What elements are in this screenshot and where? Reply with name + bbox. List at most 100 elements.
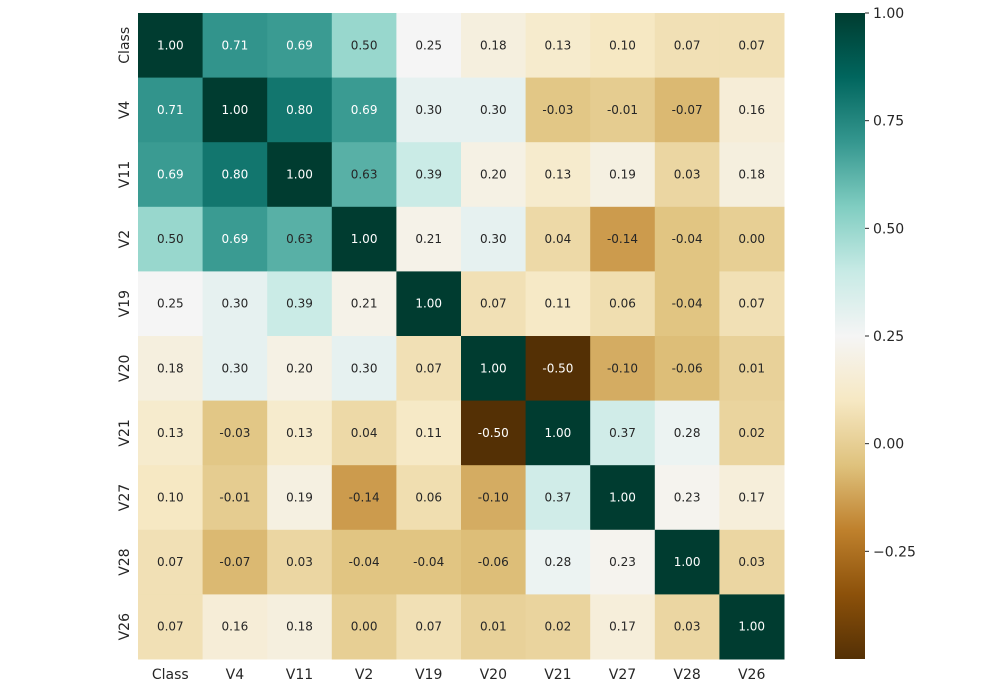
cell-V28-V20: [461, 529, 527, 595]
cell-V20-V27: [590, 336, 656, 402]
cell-V19-V19: [396, 271, 462, 337]
colorbar-tick-label: 0.50: [873, 221, 904, 237]
x-tick-label-V11: V11: [286, 667, 313, 683]
cell-value-V19-V28: -0.04: [672, 297, 703, 311]
cell-value-Class-V4: 0.71: [222, 38, 249, 52]
cell-value-V19-V4: 0.30: [222, 297, 249, 311]
cell-Class-V27: [590, 13, 656, 79]
cell-V26-V11: [267, 594, 333, 660]
cell-V27-V2: [331, 465, 397, 531]
cell-value-V11-V4: 0.80: [222, 168, 249, 182]
cell-value-V20-V2: 0.30: [351, 361, 378, 375]
cell-V19-V21: [525, 271, 591, 337]
cell-V2-V19: [396, 206, 462, 272]
x-tick-label-V2: V2: [355, 667, 373, 683]
cell-value-V11-V28: 0.03: [674, 168, 701, 182]
cell-value-V21-V21: 1.00: [545, 426, 572, 440]
cell-value-V21-Class: 0.13: [157, 426, 184, 440]
cell-value-V20-V27: -0.10: [607, 361, 638, 375]
cell-V28-V26: [719, 529, 785, 595]
cell-V4-V21: [525, 77, 591, 143]
cell-V11-V20: [461, 142, 527, 208]
cell-value-V28-V21: 0.28: [545, 555, 572, 569]
cell-value-V20-V20: 1.00: [480, 361, 507, 375]
cell-value-Class-V19: 0.25: [415, 38, 442, 52]
cell-V28-V4: [202, 529, 268, 595]
cell-V26-V26: [719, 594, 785, 660]
cell-V4-Class: [138, 77, 204, 143]
cell-value-V2-V2: 1.00: [351, 232, 378, 246]
cell-V20-V26: [719, 336, 785, 402]
cell-value-V21-V4: -0.03: [219, 426, 250, 440]
cell-V11-V21: [525, 142, 591, 208]
cell-V26-V19: [396, 594, 462, 660]
cell-value-V11-V26: 0.18: [738, 168, 765, 182]
cell-value-V28-V28: 1.00: [674, 555, 701, 569]
cell-value-V2-V27: -0.14: [607, 232, 638, 246]
cell-V11-V28: [654, 142, 720, 208]
cell-value-V20-Class: 0.18: [157, 361, 184, 375]
cell-V21-V28: [654, 400, 720, 466]
cell-V28-V19: [396, 529, 462, 595]
cell-V19-V4: [202, 271, 268, 337]
y-tick-label-V21: V21: [117, 419, 133, 446]
cell-value-V21-V11: 0.13: [286, 426, 313, 440]
cell-V11-V4: [202, 142, 268, 208]
cell-value-V28-V20: -0.06: [478, 555, 509, 569]
cell-value-V20-V21: -0.50: [542, 361, 573, 375]
cell-V27-V19: [396, 465, 462, 531]
x-tick-label-V27: V27: [609, 667, 636, 683]
cell-value-V19-V21: 0.11: [545, 297, 572, 311]
cell-V27-V20: [461, 465, 527, 531]
cell-value-V4-Class: 0.71: [157, 103, 184, 117]
cell-value-V26-V19: 0.07: [415, 620, 442, 634]
cell-value-Class-V27: 0.10: [609, 38, 636, 52]
cell-value-V26-V2: 0.00: [351, 620, 378, 634]
y-tick-label-V2: V2: [117, 230, 133, 248]
cell-value-Class-V11: 0.69: [286, 38, 313, 52]
cell-Class-Class: [138, 13, 204, 79]
cell-value-V21-V28: 0.28: [674, 426, 701, 440]
cell-V11-V11: [267, 142, 333, 208]
cell-V26-V27: [590, 594, 656, 660]
cell-value-V19-V26: 0.07: [738, 297, 765, 311]
cell-V2-V11: [267, 206, 333, 272]
cell-V28-V28: [654, 529, 720, 595]
colorbar-tick-label: −0.25: [873, 544, 916, 560]
colorbar-tick-label: 0.25: [873, 329, 904, 345]
cell-V2-V28: [654, 206, 720, 272]
cell-V4-V20: [461, 77, 527, 143]
cell-value-V26-V27: 0.17: [609, 620, 636, 634]
cell-value-V2-V28: -0.04: [672, 232, 703, 246]
cell-value-V20-V28: -0.06: [672, 361, 703, 375]
cell-value-V4-V19: 0.30: [415, 103, 442, 117]
cell-V19-Class: [138, 271, 204, 337]
cell-value-V26-V4: 0.16: [222, 620, 249, 634]
cell-V19-V2: [331, 271, 397, 337]
cell-value-V11-V11: 1.00: [286, 168, 313, 182]
cell-value-V2-V26: 0.00: [738, 232, 765, 246]
cell-V27-V27: [590, 465, 656, 531]
cell-V21-Class: [138, 400, 204, 466]
y-tick-label-Class: Class: [117, 27, 133, 64]
cell-value-V26-V11: 0.18: [286, 620, 313, 634]
cell-value-V27-V28: 0.23: [674, 491, 701, 505]
cell-V11-V27: [590, 142, 656, 208]
colorbar-tick-label: 1.00: [873, 6, 904, 22]
cell-V11-Class: [138, 142, 204, 208]
cell-V21-V4: [202, 400, 268, 466]
cell-V21-V19: [396, 400, 462, 466]
y-tick-labels: Class V4 V11 V2 V19 V20 V21 V27 V28 V26: [117, 27, 133, 641]
cell-value-V27-V11: 0.19: [286, 491, 313, 505]
cell-value-V27-V19: 0.06: [415, 491, 442, 505]
y-tick-label-V27: V27: [117, 484, 133, 511]
cell-value-V28-V27: 0.23: [609, 555, 636, 569]
cell-V20-Class: [138, 336, 204, 402]
colorbar-gradient: [835, 13, 865, 659]
cell-value-V11-Class: 0.69: [157, 168, 184, 182]
cell-value-V26-Class: 0.07: [157, 620, 184, 634]
cell-value-V4-V21: -0.03: [542, 103, 573, 117]
cell-value-Class-V2: 0.50: [351, 38, 378, 52]
cell-Class-V11: [267, 13, 333, 79]
